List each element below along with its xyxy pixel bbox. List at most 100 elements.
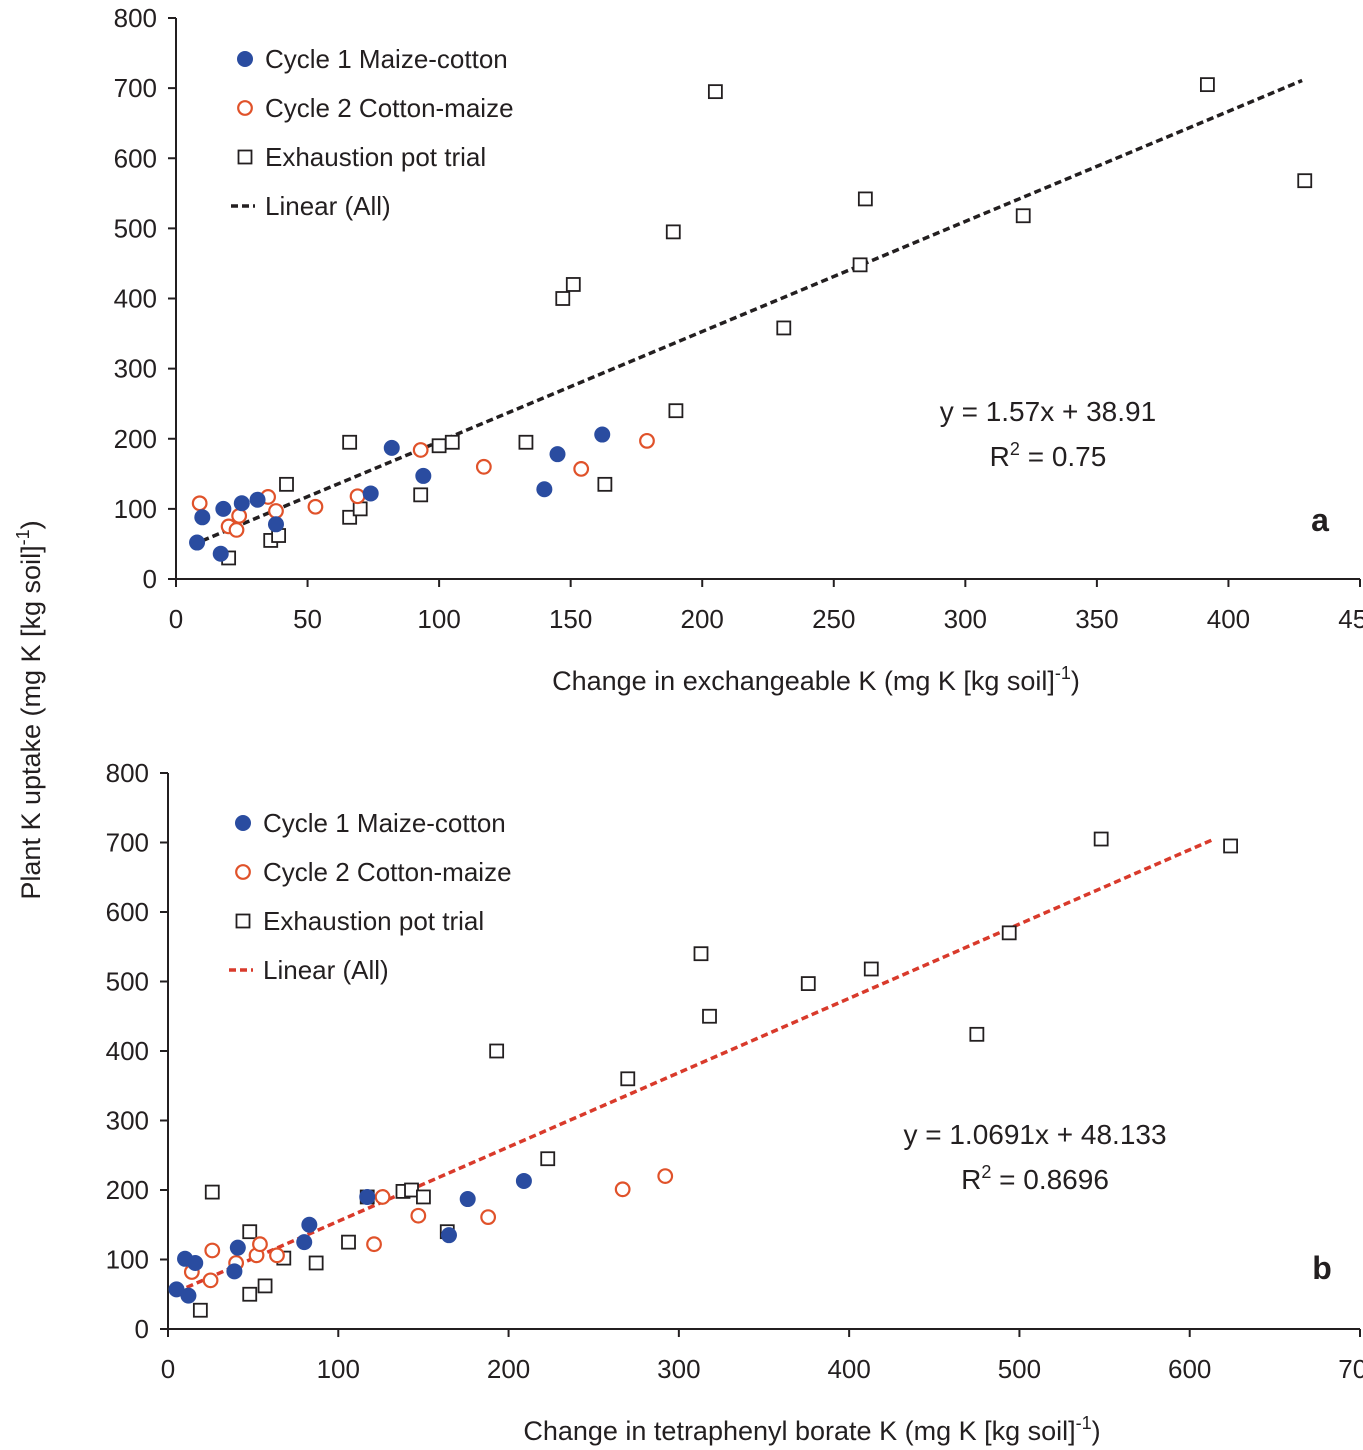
data-point-open-square <box>431 438 447 454</box>
x-axis-label: Change in exchangeable K (mg K [kg soil]… <box>552 663 1080 696</box>
x-tick-label: 100 <box>317 1354 360 1384</box>
legend-label: Linear (All) <box>265 191 391 221</box>
data-point-filled-circle <box>594 426 611 443</box>
data-point-open-square <box>800 976 816 991</box>
data-point-open-square <box>969 1026 985 1042</box>
data-point-filled-circle <box>168 1281 185 1298</box>
data-point-open-square <box>342 434 358 450</box>
panel-a: 0 100 200 300 400 500 600 700 800 0 50 100 150 200 250… <box>114 3 1363 696</box>
data-point-open-circle <box>573 461 590 477</box>
y-tick-label: 200 <box>106 1175 149 1205</box>
legend-marker <box>235 815 251 831</box>
data-point-open-square <box>565 277 581 292</box>
data-point-open-square <box>597 476 613 492</box>
x-tick-label: 600 <box>1168 1354 1211 1384</box>
data-point-open-square <box>242 1224 258 1240</box>
y-tick-label: 400 <box>106 1036 149 1066</box>
legend-label: Cycle 1 Maize-cotton <box>263 808 506 838</box>
legend-marker <box>235 913 251 929</box>
data-point-open-square <box>1297 173 1313 189</box>
y-tick-label: 600 <box>114 143 157 173</box>
data-point-open-square <box>1093 831 1109 847</box>
legend-marker <box>235 864 251 880</box>
y-tick-label: 600 <box>106 897 149 927</box>
data-point-open-square <box>863 961 879 977</box>
y-tick-label: 100 <box>114 494 157 524</box>
legend-label: Cycle 2 Cotton-maize <box>265 93 514 123</box>
legend-label: Cycle 1 Maize-cotton <box>265 44 508 74</box>
data-point-filled-circle <box>194 509 211 526</box>
y-tick-label: 400 <box>114 284 157 314</box>
legend-label: Exhaustion pot trial <box>265 142 486 172</box>
x-tick-label: 450 <box>1338 604 1363 634</box>
data-point-open-square <box>416 1189 431 1205</box>
y-tick-label: 800 <box>114 3 157 33</box>
data-point-open-square <box>702 1008 717 1024</box>
data-point-filled-circle <box>233 495 250 512</box>
x-tick-label: 700 <box>1338 1354 1363 1384</box>
data-point-open-circle <box>204 1242 221 1259</box>
data-point-open-square <box>489 1043 505 1059</box>
trendline <box>201 78 1303 543</box>
data-point-open-square <box>518 434 534 450</box>
data-point-open-square <box>693 946 709 962</box>
regression-equation: y = 1.0691x + 48.133 <box>903 1119 1166 1150</box>
data-point-open-circle <box>639 432 655 449</box>
data-point-filled-circle <box>440 1227 457 1244</box>
data-point-open-circle <box>480 1209 497 1226</box>
panel-label: b <box>1312 1250 1332 1286</box>
data-point-open-square <box>413 487 429 503</box>
y-tick-label: 300 <box>106 1106 149 1136</box>
data-point-open-square <box>555 291 571 306</box>
legend-label: Linear (All) <box>263 955 389 985</box>
regression-equation: y = 1.57x + 38.91 <box>940 396 1156 427</box>
legend-marker <box>237 149 253 165</box>
data-point-open-square <box>668 403 684 419</box>
data-point-open-square <box>1015 208 1031 224</box>
data-point-open-circle <box>307 498 324 515</box>
data-point-open-square <box>279 476 294 492</box>
data-point-filled-circle <box>189 534 206 551</box>
legend-label: Cycle 2 Cotton-maize <box>263 857 512 887</box>
data-point-open-circle <box>374 1189 391 1205</box>
x-tick-label: 200 <box>681 604 724 634</box>
data-point-open-square <box>776 320 792 336</box>
x-axis-label: Change in tetraphenyl borate K (mg K [kg… <box>523 1413 1100 1446</box>
x-tick-label: 0 <box>169 604 183 634</box>
data-point-open-square <box>341 1234 356 1250</box>
x-tick-label: 350 <box>1075 604 1118 634</box>
data-point-open-circle <box>268 503 284 519</box>
data-point-open-square <box>852 257 868 273</box>
panel-label: a <box>1311 502 1329 538</box>
data-point-open-square <box>1001 925 1017 941</box>
data-point-filled-circle <box>249 491 266 508</box>
y-axis-label: Plant K uptake (mg K [kg soil]-1) <box>13 520 46 899</box>
data-point-filled-circle <box>229 1239 246 1256</box>
y-tick-label: 500 <box>106 967 149 997</box>
data-point-open-circle <box>366 1236 382 1253</box>
data-point-filled-circle <box>459 1191 476 1208</box>
data-point-open-circle <box>252 1236 268 1253</box>
data-point-filled-circle <box>536 481 553 498</box>
data-point-open-square <box>308 1255 324 1271</box>
data-point-open-circle <box>202 1272 219 1289</box>
data-point-open-circle <box>410 1207 427 1224</box>
y-tick-label: 800 <box>106 758 149 788</box>
x-tick-label: 0 <box>161 1354 175 1384</box>
data-point-open-square <box>707 84 723 100</box>
data-point-open-square <box>204 1184 220 1200</box>
y-tick-label: 200 <box>114 424 157 454</box>
r-squared: R2 = 0.8696 <box>961 1162 1109 1195</box>
y-tick-label: 300 <box>114 354 157 384</box>
y-tick-label: 500 <box>114 213 157 243</box>
x-tick-label: 400 <box>827 1354 870 1384</box>
data-point-open-square <box>665 224 681 240</box>
x-tick-label: 100 <box>417 604 460 634</box>
y-tick-label: 700 <box>106 828 149 858</box>
data-point-filled-circle <box>187 1254 204 1271</box>
data-point-open-square <box>1223 838 1238 854</box>
data-point-open-square <box>257 1278 273 1294</box>
data-point-open-circle <box>269 1247 285 1264</box>
data-point-filled-circle <box>215 500 232 517</box>
